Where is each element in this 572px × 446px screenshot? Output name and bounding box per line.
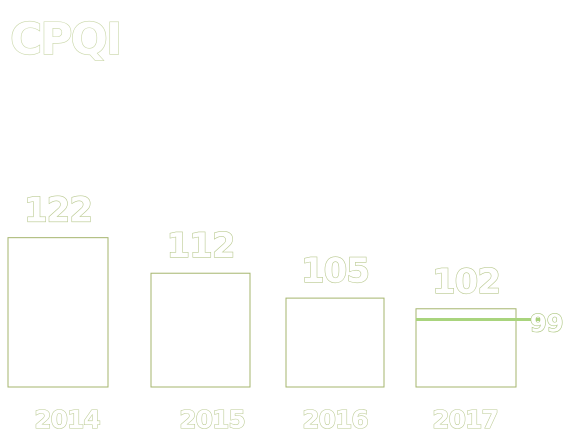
- bars-group: [7, 237, 517, 388]
- value-label-2016: 105: [301, 251, 369, 291]
- category-label-2014: 2014: [34, 405, 100, 434]
- target-group: 99: [416, 309, 564, 338]
- bar-2016: [285, 297, 385, 388]
- category-label-2016: 2016: [302, 405, 368, 434]
- value-label-2014: 122: [24, 191, 92, 231]
- bar-2017: [415, 308, 517, 388]
- bar-2015: [150, 272, 251, 388]
- category-label-2017: 2017: [432, 405, 498, 434]
- category-labels-group: 2014 2015 2016 2017: [34, 404, 500, 434]
- value-label-2017: 102: [432, 262, 500, 302]
- target-label: 99: [530, 309, 563, 337]
- value-labels-group: 122 112 105 102: [23, 190, 501, 302]
- category-label-2015: 2015: [179, 405, 245, 434]
- bar-2014: [7, 237, 109, 388]
- value-label-2015: 112: [167, 226, 235, 266]
- chart-title: CPQI: [10, 14, 120, 65]
